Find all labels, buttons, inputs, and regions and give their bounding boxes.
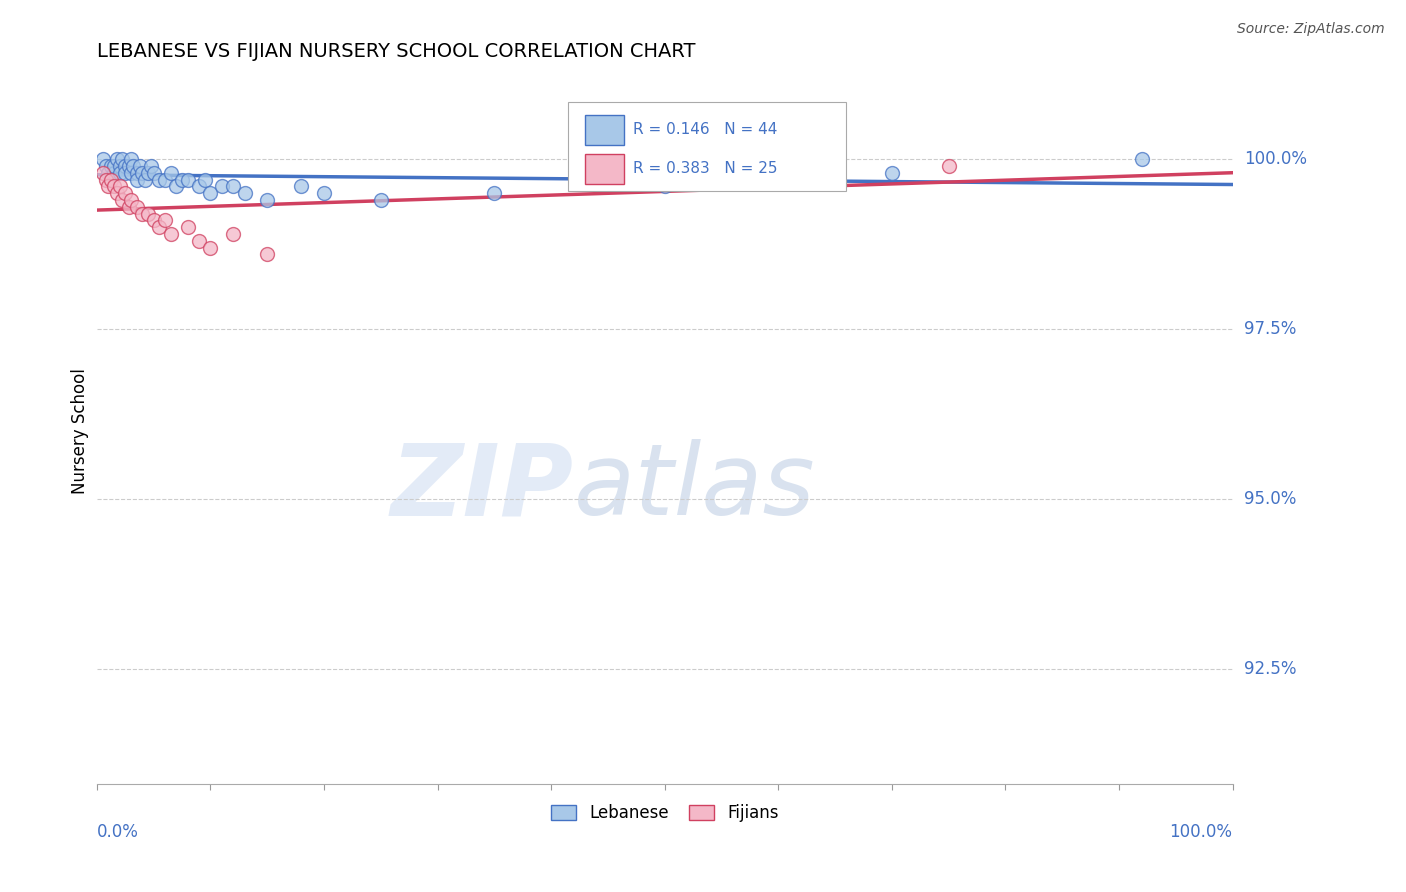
Point (125, 166, 148, 180)
Text: 97.5%: 97.5% (1244, 320, 1296, 338)
Point (484, 186, 506, 201)
Point (142, 166, 165, 180)
Point (159, 166, 181, 180)
Point (148, 172, 170, 186)
Y-axis label: Nursery School: Nursery School (72, 368, 89, 494)
Point (136, 206, 159, 220)
Point (108, 179, 131, 194)
Point (114, 159, 136, 173)
Point (131, 206, 153, 220)
Text: 100.0%: 100.0% (1244, 150, 1306, 169)
Point (105, 152, 128, 166)
Point (114, 186, 136, 201)
Point (111, 152, 134, 166)
Point (188, 234, 211, 248)
Text: Source: ZipAtlas.com: Source: ZipAtlas.com (1237, 22, 1385, 37)
Point (120, 152, 142, 166)
Point (222, 179, 245, 194)
Point (370, 193, 392, 207)
Point (177, 220, 200, 235)
Point (136, 166, 159, 180)
Point (290, 179, 312, 194)
Point (129, 159, 152, 173)
Point (222, 227, 245, 241)
Text: ZIP: ZIP (391, 439, 574, 536)
FancyBboxPatch shape (585, 154, 624, 184)
FancyBboxPatch shape (585, 115, 624, 145)
Point (122, 159, 145, 173)
Point (142, 213, 165, 227)
Point (177, 172, 200, 186)
Text: 95.0%: 95.0% (1244, 490, 1296, 508)
Point (141, 159, 163, 173)
Point (172, 172, 194, 186)
Point (103, 159, 125, 173)
Point (103, 166, 125, 180)
Point (120, 166, 142, 180)
Point (91, 152, 114, 166)
Point (125, 172, 148, 186)
Point (768, 166, 790, 180)
Point (194, 172, 217, 186)
Point (118, 159, 141, 173)
Text: 0.0%: 0.0% (97, 823, 139, 841)
Point (159, 227, 181, 241)
Point (131, 166, 153, 180)
Point (200, 240, 222, 254)
Text: 92.5%: 92.5% (1244, 660, 1296, 678)
Point (654, 179, 676, 194)
Point (148, 220, 170, 235)
Point (256, 193, 278, 207)
Point (153, 172, 176, 186)
Point (91, 166, 114, 180)
Point (256, 247, 278, 261)
Point (103, 179, 125, 194)
Point (100, 172, 122, 186)
Text: LEBANESE VS FIJIAN NURSERY SCHOOL CORRELATION CHART: LEBANESE VS FIJIAN NURSERY SCHOOL CORREL… (97, 42, 696, 61)
Point (94, 159, 117, 173)
Point (134, 172, 156, 186)
FancyBboxPatch shape (568, 103, 846, 191)
Point (1130, 152, 1153, 166)
Point (233, 186, 256, 201)
Point (938, 159, 960, 173)
Point (97, 166, 120, 180)
Point (108, 159, 131, 173)
Point (200, 186, 222, 201)
Point (100, 159, 122, 173)
Text: R = 0.383   N = 25: R = 0.383 N = 25 (633, 161, 778, 177)
Point (118, 200, 141, 214)
Point (153, 213, 176, 227)
Text: atlas: atlas (574, 439, 815, 536)
Point (165, 179, 187, 194)
Point (125, 200, 148, 214)
Point (880, 166, 903, 180)
Text: R = 0.146   N = 44: R = 0.146 N = 44 (633, 122, 778, 137)
Point (312, 186, 335, 201)
Point (188, 179, 211, 194)
Point (211, 179, 233, 194)
Point (114, 166, 136, 180)
Point (111, 193, 134, 207)
Point (108, 166, 131, 180)
Point (97, 179, 120, 194)
Point (94, 172, 117, 186)
Point (105, 186, 128, 201)
Point (120, 193, 142, 207)
Text: 100.0%: 100.0% (1170, 823, 1233, 841)
Legend: Lebanese, Fijians: Lebanese, Fijians (544, 797, 786, 829)
